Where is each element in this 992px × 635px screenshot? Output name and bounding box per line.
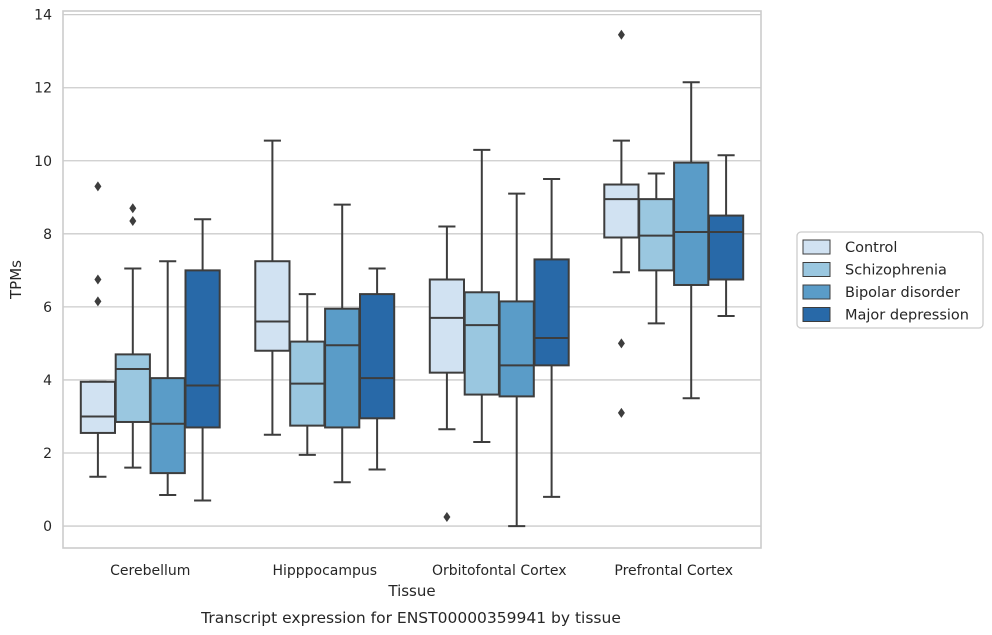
box-body [498, 300, 535, 398]
outlier-point [443, 511, 451, 522]
legend-label: Bipolar disorder [845, 285, 960, 301]
y-tick-label-4: 4 [43, 373, 52, 389]
box-1-1 [289, 293, 326, 456]
legend-label: Control [845, 240, 897, 256]
box-3-0 [603, 29, 640, 418]
y-tick-label-14: 14 [34, 8, 52, 24]
box-3-2 [673, 81, 710, 400]
box-body [533, 258, 570, 367]
box-0-1 [114, 203, 151, 469]
legend-item-1: Schizophrenia [802, 262, 947, 279]
box-1-0 [254, 139, 291, 436]
y-axis-title: TPMs [7, 260, 25, 300]
x-axis-title: Tissue [387, 582, 435, 600]
box-2-0 [428, 225, 466, 522]
legend: Control Schizophrenia Bipolar disorder Majo… [796, 231, 984, 329]
legend-swatch [802, 307, 831, 322]
box-body [79, 380, 117, 434]
y-tick-label-12: 12 [34, 81, 52, 97]
legend-swatch [802, 262, 831, 277]
x-tick-label-1: Hipppocampus [272, 563, 377, 579]
box-body [114, 353, 151, 423]
outlier-point [617, 29, 625, 40]
y-tick-label-2: 2 [43, 446, 52, 462]
box-1-3 [358, 267, 396, 471]
box-body [324, 307, 361, 429]
box-body [463, 291, 500, 396]
box-3-3 [707, 154, 745, 318]
legend-label: Schizophrenia [845, 263, 947, 279]
box-body [254, 260, 291, 352]
legend-item-2: Bipolar disorder [802, 284, 960, 301]
y-tick-label-6: 6 [43, 300, 52, 316]
box-body [673, 161, 710, 286]
legend-label: Major depression [845, 308, 969, 324]
box-body [184, 269, 221, 429]
outlier-point [94, 274, 102, 285]
outlier-point [129, 216, 137, 227]
box-0-2 [149, 260, 186, 497]
outlier-point [94, 181, 102, 192]
x-tick-label-3: Prefrontal Cortex [614, 563, 733, 579]
box-body [707, 214, 745, 281]
box-0-0 [79, 181, 117, 478]
box-body [603, 183, 640, 239]
box-body [358, 293, 396, 420]
y-tick-label-8: 8 [43, 227, 52, 243]
plot-area-frame [62, 10, 762, 549]
legend-swatch [802, 239, 831, 255]
outlier-point [94, 296, 102, 307]
box-body [428, 278, 466, 374]
box-body [149, 377, 186, 475]
y-tick-label-10: 10 [34, 154, 52, 170]
outlier-point [617, 338, 625, 349]
x-axis-ticks: Cerebellum Hipppocampus Orbitofontal Corte… [110, 563, 733, 579]
x-tick-label-2: Orbitofontal Cortex [432, 563, 567, 579]
chart-caption: Transcript expression for ENST0000035994… [200, 609, 621, 627]
box-series [79, 29, 745, 528]
legend-item-0: Control [802, 239, 897, 256]
legend-item-3: Major depression [802, 307, 969, 324]
y-axis-ticks: 0 2 4 6 8 10 12 14 [34, 8, 52, 535]
box-1-2 [324, 203, 361, 484]
box-2-3 [533, 178, 570, 498]
x-tick-label-0: Cerebellum [110, 563, 190, 579]
y-tick-label-0: 0 [43, 519, 52, 535]
legend-swatch [802, 284, 831, 300]
outlier-point [617, 407, 625, 418]
legend-frame [796, 231, 984, 329]
box-0-3 [184, 218, 221, 502]
outlier-point [129, 203, 137, 214]
